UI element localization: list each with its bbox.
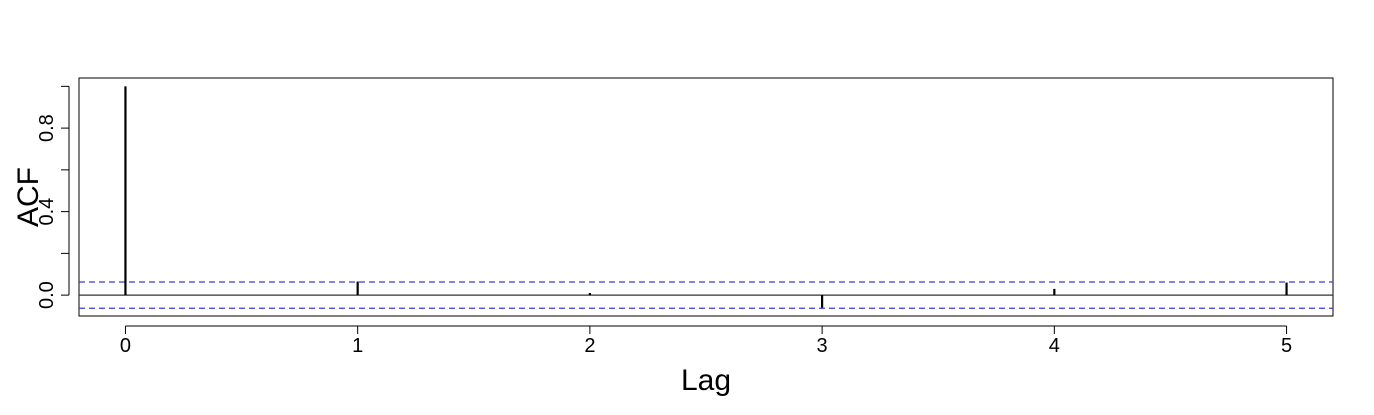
acf-bars [124, 86, 1288, 308]
x-axis-label: Lag [681, 364, 731, 397]
x-tick-label: 0 [120, 335, 131, 357]
x-axis: 0 1 2 3 4 5 [120, 325, 1292, 357]
y-tick-label: 0.8 [36, 114, 58, 142]
x-tick-label: 4 [1049, 335, 1060, 357]
y-tick-label: 0.0 [36, 281, 58, 309]
x-tick-label: 1 [352, 335, 363, 357]
y-axis: 0.0 0.4 0.8 [36, 85, 70, 309]
x-tick-label: 5 [1281, 335, 1292, 357]
x-tick-label: 3 [817, 335, 828, 357]
y-tick-label: 0.4 [36, 198, 58, 226]
y-axis-label: ACF [12, 167, 45, 227]
plot-frame [78, 77, 1334, 317]
x-tick-label: 2 [584, 335, 595, 357]
